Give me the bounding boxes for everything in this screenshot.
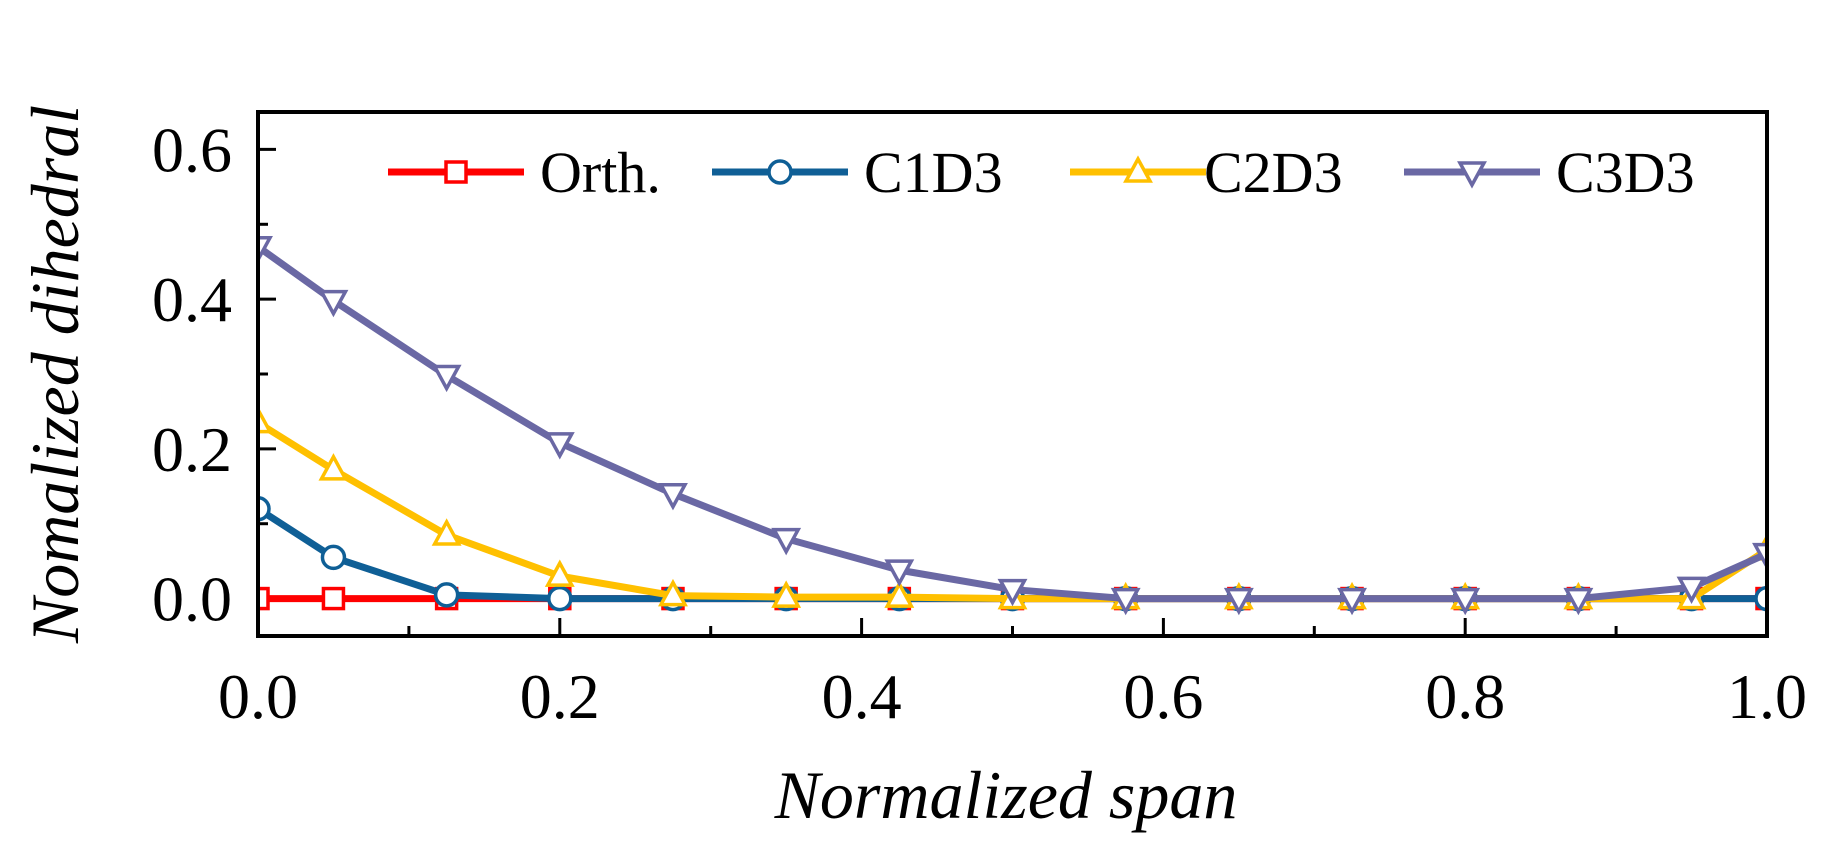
data-point — [1754, 585, 1767, 612]
x-tick-label: 1.0 — [1727, 661, 1807, 732]
data-point — [1337, 587, 1367, 616]
legend-label: Orth. — [540, 140, 661, 205]
data-point — [884, 580, 915, 608]
y-axis-title: Nomalized dihedral — [17, 105, 93, 644]
data-point — [258, 406, 273, 434]
legend-label: C2D3 — [1204, 140, 1343, 205]
legend-item: Orth. — [388, 140, 661, 205]
data-point — [658, 483, 688, 511]
legend-label: C3D3 — [1556, 140, 1695, 205]
y-tick-label: 0.0 — [152, 564, 232, 635]
data-point — [1563, 587, 1594, 616]
axis-ticks — [256, 147, 1769, 636]
data-point — [433, 582, 460, 608]
data-point — [997, 578, 1028, 607]
series-c2d3 — [258, 406, 1767, 610]
data-series — [258, 235, 1767, 616]
y-tick-label: 0.2 — [152, 414, 232, 485]
legend-item: C2D3 — [1070, 140, 1343, 205]
legend-swatch-marker — [1457, 161, 1487, 189]
data-point — [431, 518, 462, 546]
x-tick-label: 0.8 — [1425, 661, 1505, 732]
legend-swatch-marker — [1123, 155, 1153, 183]
y-tick-label: 0.4 — [152, 264, 232, 335]
data-point — [1676, 576, 1707, 604]
x-tick-label: 0.2 — [520, 661, 600, 732]
series-c3d3 — [258, 235, 1767, 616]
data-point — [1110, 587, 1141, 616]
x-tick-label: 0.0 — [218, 661, 298, 732]
series-line — [258, 419, 1767, 603]
x-tick-label: 0.4 — [822, 661, 902, 732]
data-point — [321, 586, 346, 611]
data-point — [1752, 542, 1767, 571]
data-point — [884, 559, 915, 587]
data-point — [771, 527, 802, 556]
legend-swatch-marker — [444, 160, 468, 184]
data-point — [544, 432, 575, 460]
y-tick-label: 0.6 — [152, 114, 232, 185]
legend-item: C3D3 — [1404, 140, 1695, 205]
data-point — [320, 544, 347, 571]
data-point — [1450, 587, 1481, 616]
legend-label: C1D3 — [864, 140, 1003, 205]
legend-swatch-marker — [767, 159, 793, 185]
x-axis-title: Normalized span — [774, 757, 1238, 833]
data-point — [771, 580, 802, 608]
data-point — [431, 364, 462, 393]
data-point — [318, 453, 349, 481]
data-point — [658, 578, 688, 607]
data-point — [547, 585, 573, 612]
data-point — [318, 289, 349, 318]
legend: Orth. C1D3 C2D3 C3D3 — [388, 140, 1695, 205]
plot-frame — [256, 110, 1769, 638]
data-point — [258, 495, 271, 522]
legend-item: C1D3 — [712, 140, 1003, 205]
x-tick-label: 0.6 — [1123, 661, 1203, 732]
data-point — [258, 235, 273, 264]
data-point — [258, 586, 270, 611]
data-point — [544, 559, 575, 587]
tick-labels: 0.0 0.2 0.4 0.6 0.8 1.0 0.0 0.2 0.4 0.6 — [152, 114, 1807, 732]
data-point — [1223, 587, 1254, 616]
